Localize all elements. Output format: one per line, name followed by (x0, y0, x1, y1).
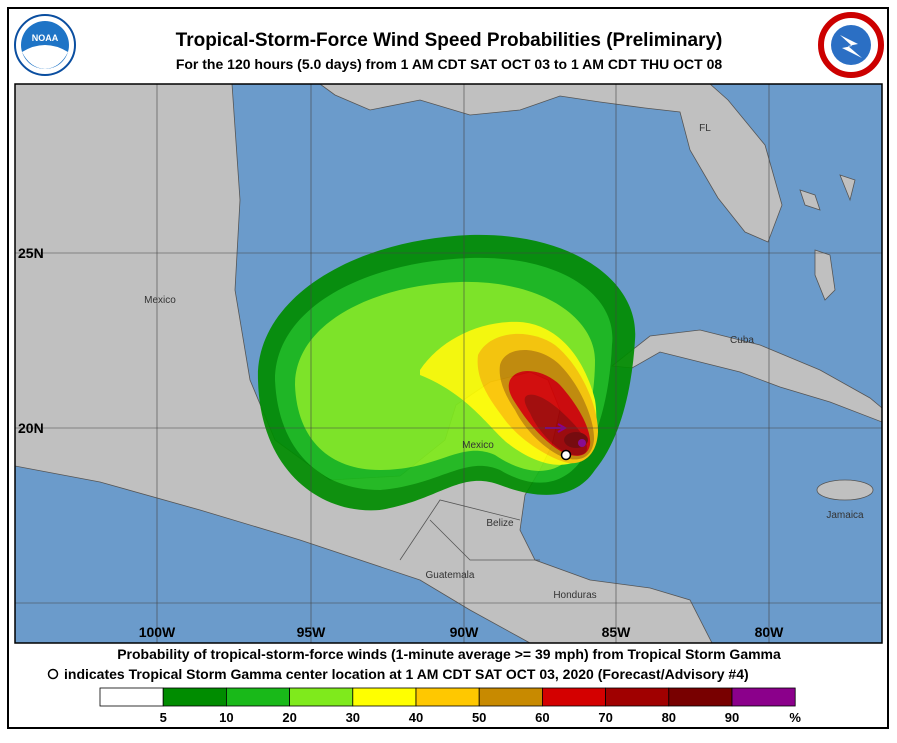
place-label: FL (699, 123, 711, 134)
land (319, 84, 783, 243)
legend-swatch (225, 687, 290, 707)
graticule (15, 84, 882, 643)
legend-tick: 10 (219, 710, 233, 725)
place-label: Jamaica (826, 510, 864, 521)
legend-tick: 5 (160, 710, 167, 725)
legend-swatch (415, 687, 480, 707)
lon-label: 85W (602, 624, 632, 640)
caption: indicates Tropical Storm Gamma center lo… (64, 666, 749, 682)
legend-swatch (605, 687, 670, 707)
legend-swatch (542, 687, 607, 707)
title: Tropical-Storm-Force Wind Speed Probabil… (176, 30, 723, 51)
legend-swatch (99, 687, 164, 707)
caption: Probability of tropical-storm-force wind… (117, 646, 781, 662)
noaa-logo: NOAA (14, 14, 76, 76)
place-label: Honduras (553, 590, 596, 601)
center-symbol (47, 668, 59, 680)
land (610, 329, 882, 423)
place-label: Belize (486, 518, 514, 529)
legend-tick: 50 (472, 710, 486, 725)
land (799, 174, 856, 301)
place-label: Mexico (462, 440, 494, 451)
lon-label: 100W (139, 624, 176, 640)
probability-contours (257, 234, 636, 511)
legend-swatch (478, 687, 543, 707)
border (399, 499, 540, 561)
lat-label: 25N (18, 245, 44, 261)
subtitle: For the 120 hours (5.0 days) from 1 AM C… (176, 56, 723, 72)
place-label: Mexico (144, 295, 176, 306)
legend-tick: 20 (282, 710, 296, 725)
lon-label: 95W (297, 624, 327, 640)
legend-unit: % (789, 710, 801, 725)
place-label: Guatemala (426, 570, 475, 581)
nws-logo (818, 12, 884, 78)
lon-label: 90W (450, 624, 480, 640)
legend-tick: 60 (535, 710, 549, 725)
legend-tick: 80 (662, 710, 676, 725)
contour (578, 439, 586, 447)
place-label: Cuba (730, 335, 754, 346)
legend-tick: 40 (409, 710, 423, 725)
legend-swatch (352, 687, 417, 707)
frame (7, 7, 889, 729)
legend-swatch (162, 687, 227, 707)
legend-tick: 30 (346, 710, 360, 725)
legend-swatch (668, 687, 733, 707)
storm-center (560, 449, 572, 461)
lat-label: 20N (18, 420, 44, 436)
legend-tick: 90 (725, 710, 739, 725)
logo-text: NOAA (32, 33, 59, 43)
legend-tick: 70 (598, 710, 612, 725)
legend: 5 10 20 30 40 50 60 70 80 90% (99, 687, 801, 725)
land (816, 479, 874, 501)
legend-swatch (289, 687, 354, 707)
legend-swatch (731, 687, 796, 707)
map-frame (14, 83, 883, 644)
map: Mexico Mexico FL Cuba Belize Guatemala H… (15, 84, 882, 643)
lon-label: 80W (755, 624, 785, 640)
